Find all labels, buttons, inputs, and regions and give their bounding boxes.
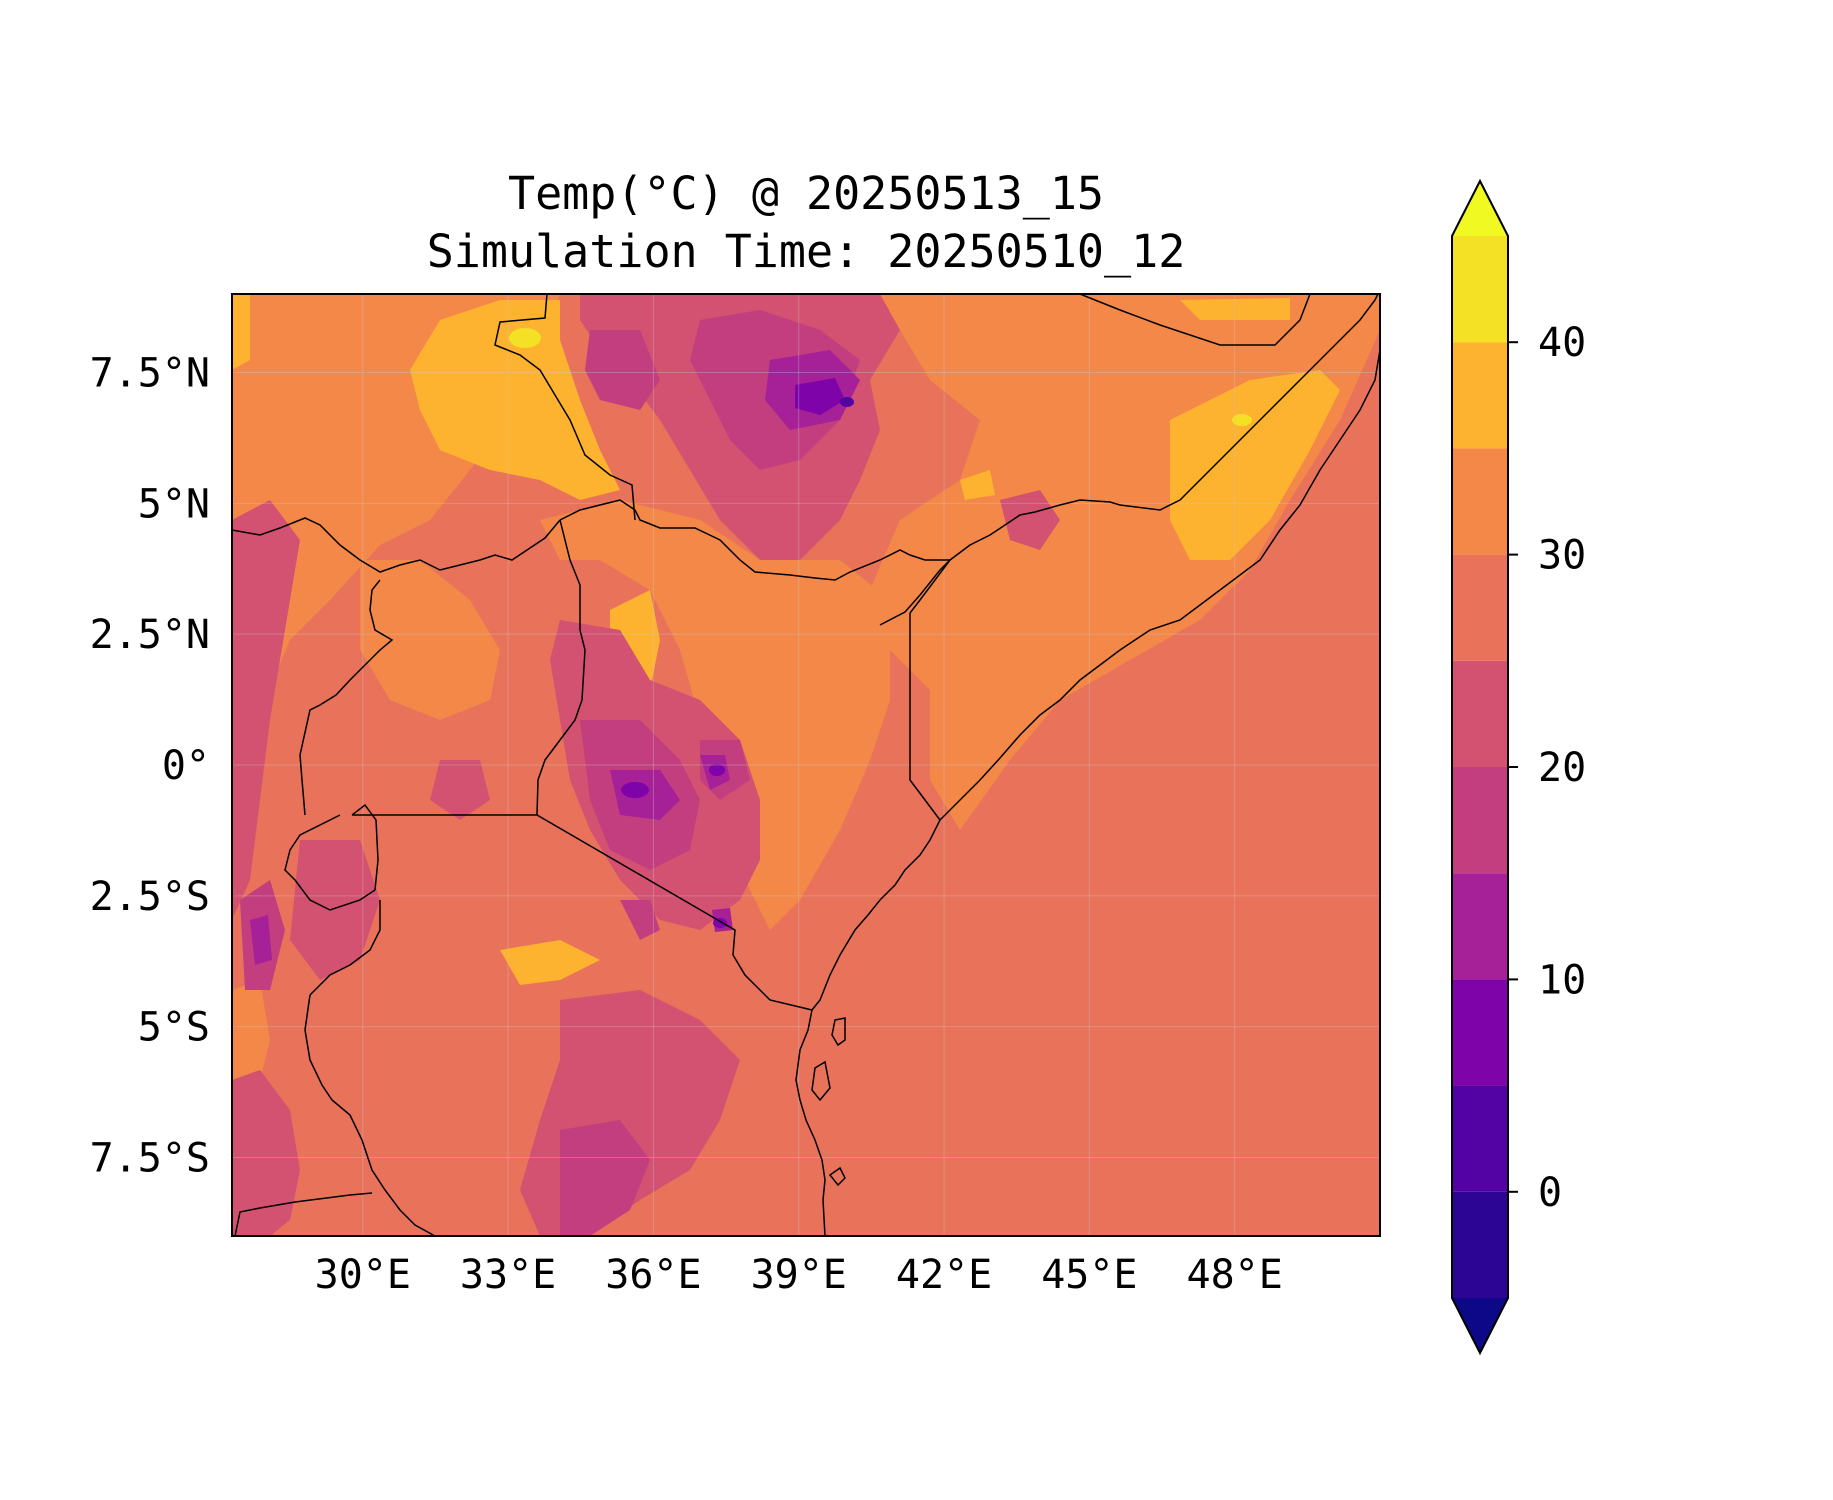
colorbar-tick-label: 10 <box>1538 957 1586 1003</box>
contour-band-5-10 <box>621 378 845 928</box>
x-tick-label: 45°E <box>1041 1252 1137 1298</box>
y-axis-tick-labels: 7.5°N 5°N 2.5°N 0° 2.5°S 5°S 7.5°S <box>90 351 210 1182</box>
axes-frame <box>231 293 1381 1237</box>
y-tick-label: 7.5°N <box>90 351 210 397</box>
colorbar-bin <box>1452 236 1508 343</box>
colorbar-extend-max <box>1452 181 1508 236</box>
colorbar-outline <box>1451 178 1509 1356</box>
x-tick-label: 39°E <box>751 1252 847 1298</box>
colorbar-bin <box>1452 554 1508 661</box>
x-tick-label: 48°E <box>1187 1252 1283 1298</box>
x-axis-tick-labels: 30°E 33°E 36°E 39°E 42°E 45°E 48°E <box>315 1252 1283 1298</box>
colorbar-bin <box>1452 1191 1508 1298</box>
chart-title: Temp(°C) @ 20250513_15 <box>507 167 1105 220</box>
colorbar: 0 10 20 30 40 <box>1451 178 1586 1356</box>
y-tick-label: 5°S <box>138 1005 210 1051</box>
colorbar-bin <box>1452 767 1508 874</box>
y-tick-label: 7.5°S <box>90 1136 210 1182</box>
x-tick-label: 42°E <box>896 1252 992 1298</box>
gridlines <box>232 294 1380 1236</box>
colorbar-tick-label: 0 <box>1538 1170 1562 1216</box>
temperature-field <box>232 294 1380 1236</box>
contour-band-40-45 <box>509 328 1252 426</box>
colorbar-bin <box>1452 448 1508 555</box>
colorbar-bin <box>1452 1085 1508 1192</box>
y-tick-label: 2.5°S <box>90 874 210 920</box>
colorbar-tick-label: 40 <box>1538 320 1586 366</box>
country-borders <box>232 294 1380 1236</box>
contour-band-35-40 <box>232 294 1340 1100</box>
colorbar-bin <box>1452 342 1508 449</box>
x-tick-label: 30°E <box>315 1252 411 1298</box>
y-tick-label: 5°N <box>138 481 210 527</box>
y-tick-label: 0° <box>162 743 210 789</box>
colorbar-bin <box>1452 873 1508 980</box>
x-tick-label: 36°E <box>605 1252 701 1298</box>
colorbar-bin <box>1452 660 1508 767</box>
colorbar-bin <box>1452 979 1508 1086</box>
colorbar-extend-min <box>1452 1298 1508 1353</box>
colorbar-tick-label: 20 <box>1538 745 1586 791</box>
chart-subtitle: Simulation Time: 20250510_12 <box>426 225 1186 278</box>
colorbar-tick-label: 30 <box>1538 533 1586 579</box>
y-tick-label: 2.5°N <box>90 612 210 658</box>
x-tick-label: 33°E <box>460 1252 556 1298</box>
contour-band-0-5 <box>840 397 854 407</box>
